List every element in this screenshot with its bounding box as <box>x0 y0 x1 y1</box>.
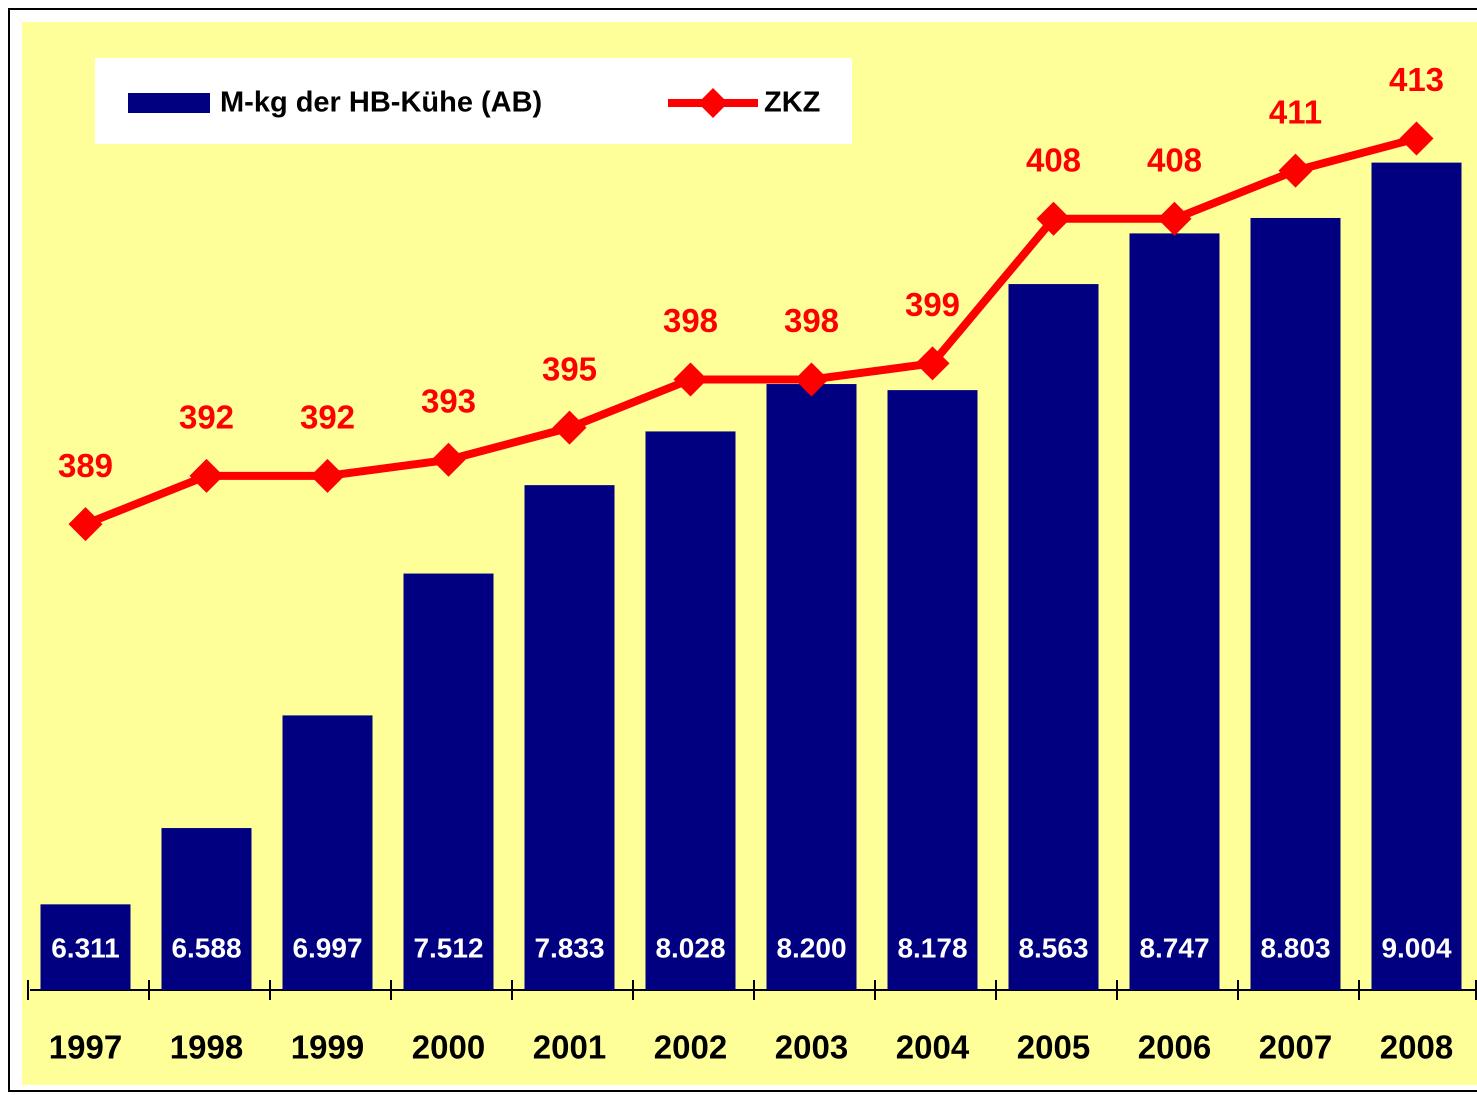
bar-value-label: 6.997 <box>292 932 362 963</box>
bar <box>282 715 373 990</box>
line-marker <box>915 346 950 381</box>
bar-value-label: 8.747 <box>1139 932 1209 963</box>
bar <box>645 431 736 990</box>
x-tick-label: 2007 <box>1259 1029 1332 1066</box>
bar-value-label: 9.004 <box>1381 932 1451 963</box>
bar-value-label: 8.178 <box>897 932 967 963</box>
x-tick-label: 2003 <box>775 1029 848 1066</box>
line-marker <box>552 410 587 445</box>
line-marker <box>68 507 103 542</box>
line-marker <box>431 442 466 477</box>
line-value-label: 408 <box>1026 142 1081 179</box>
bar-value-label: 8.803 <box>1260 932 1330 963</box>
x-tick-label: 2004 <box>896 1029 970 1066</box>
bar <box>161 828 252 990</box>
line-value-label: 392 <box>300 399 355 436</box>
bar <box>1008 284 1099 991</box>
line-marker <box>1399 121 1434 156</box>
line-marker <box>189 458 224 493</box>
line-marker <box>673 362 708 397</box>
line-value-label: 392 <box>179 399 234 436</box>
line-value-label: 398 <box>784 302 839 339</box>
line-value-label: 393 <box>421 383 476 420</box>
bar <box>1371 162 1462 991</box>
bar <box>403 573 494 990</box>
x-tick-label: 2008 <box>1380 1029 1453 1066</box>
legend-label: M-kg der HB-Kühe (AB) <box>220 87 542 119</box>
legend-marker <box>698 88 728 118</box>
line-marker <box>1157 201 1192 236</box>
x-tick-label: 1999 <box>291 1029 364 1066</box>
line-value-label: 408 <box>1147 142 1202 179</box>
bar-value-label: 8.200 <box>776 932 846 963</box>
x-tick-label: 2002 <box>654 1029 727 1066</box>
bar-value-label: 7.833 <box>534 932 604 963</box>
bar-value-label: 6.588 <box>171 932 241 963</box>
bar-value-label: 8.028 <box>655 932 725 963</box>
line-value-label: 399 <box>905 286 960 323</box>
line-marker <box>310 458 345 493</box>
line-value-label: 411 <box>1269 93 1322 130</box>
x-tick-label: 2005 <box>1017 1029 1090 1066</box>
x-tick-label: 1997 <box>49 1029 122 1066</box>
bar-value-label: 7.512 <box>413 932 483 963</box>
x-tick-label: 1998 <box>170 1029 243 1066</box>
bar <box>1250 217 1341 991</box>
line-marker <box>1278 153 1313 188</box>
bar <box>887 390 978 990</box>
x-tick-label: 2006 <box>1138 1029 1211 1066</box>
bar-value-label: 8.563 <box>1018 932 1088 963</box>
x-tick-label: 2000 <box>412 1029 485 1066</box>
line-marker <box>794 362 829 397</box>
line-value-label: 395 <box>542 350 597 387</box>
x-tick-label: 2001 <box>533 1029 606 1066</box>
line-value-label: 413 <box>1389 61 1444 98</box>
line <box>84 134 1418 528</box>
bar-value-label: 6.311 <box>51 932 120 963</box>
legend-label: ZKZ <box>764 87 820 119</box>
line-marker <box>1036 201 1071 236</box>
bar <box>524 485 615 990</box>
legend-swatch <box>128 93 210 113</box>
bar <box>766 384 857 990</box>
bar <box>1129 233 1220 991</box>
line-value-label: 389 <box>58 447 113 484</box>
line-value-label: 398 <box>663 302 718 339</box>
bar <box>40 904 131 990</box>
